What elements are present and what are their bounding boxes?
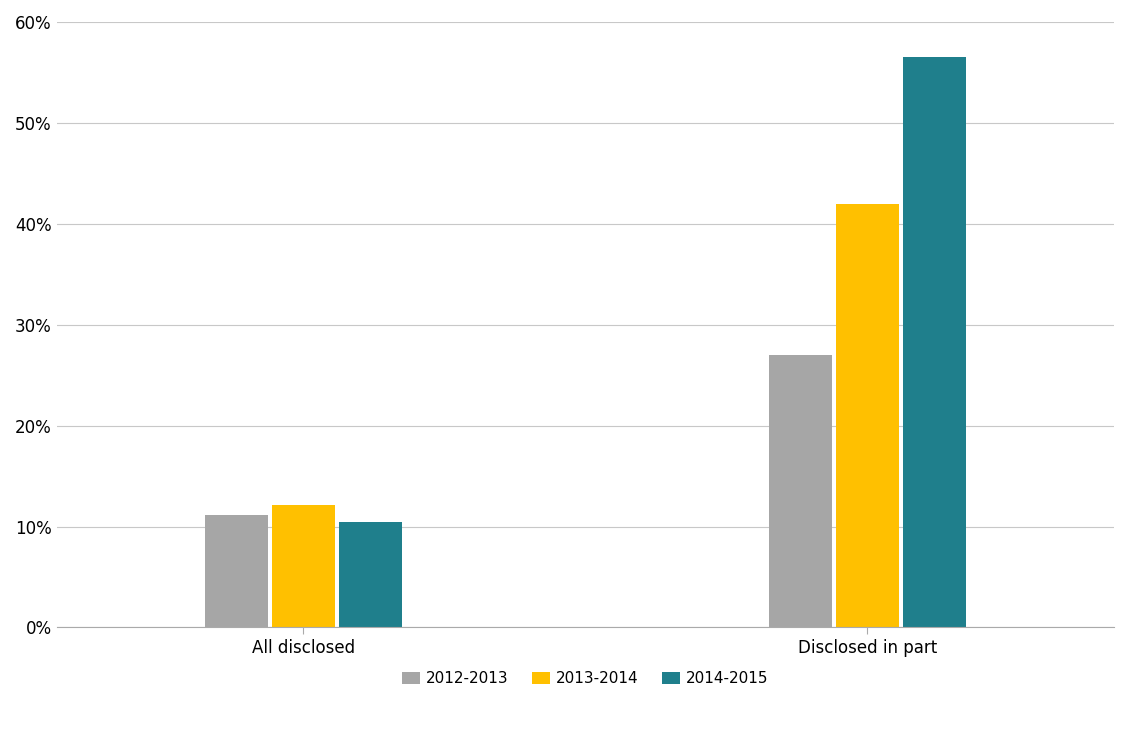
Bar	[902, 58, 966, 628]
Bar	[835, 204, 899, 628]
Bar	[769, 355, 832, 628]
Bar	[204, 515, 268, 628]
Bar	[339, 521, 402, 628]
Legend: 2012-2013, 2013-2014, 2014-2015: 2012-2013, 2013-2014, 2014-2015	[396, 665, 774, 693]
Bar	[272, 506, 335, 628]
